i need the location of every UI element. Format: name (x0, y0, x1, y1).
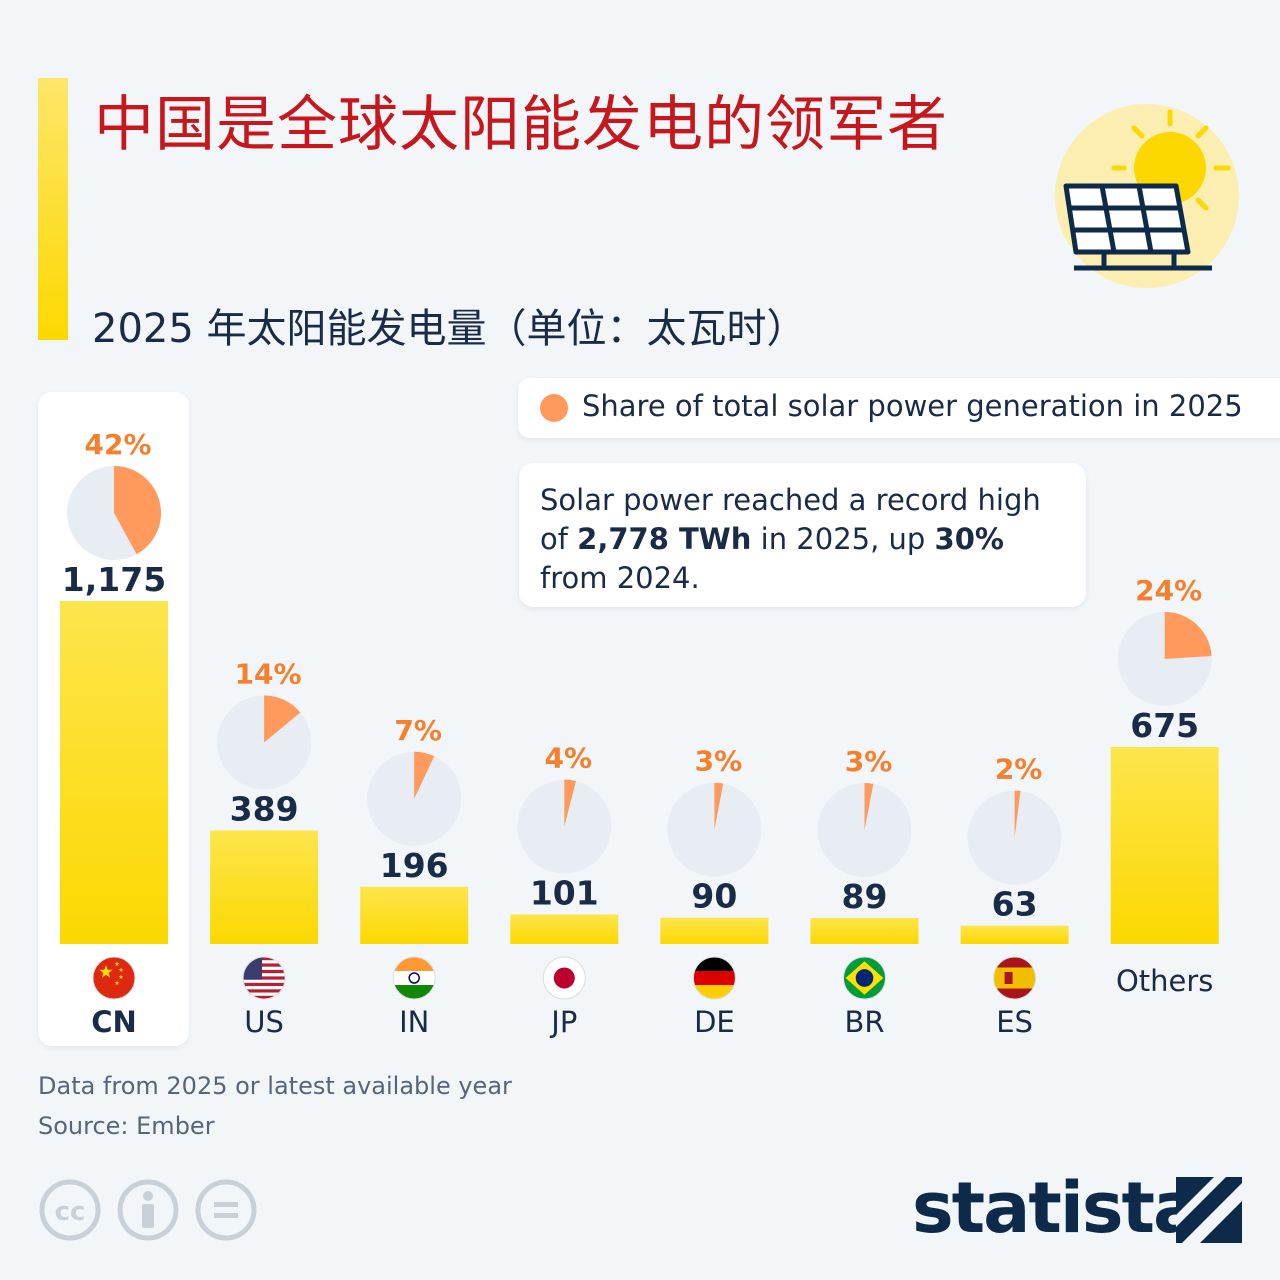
note-text-1: Solar power reached a record high of (540, 483, 1041, 556)
cc-icon: cc (39, 1179, 101, 1241)
value-label-others: 675 (1130, 706, 1199, 745)
legend: Share of total solar power generation in… (518, 378, 1280, 438)
bar-us (210, 830, 319, 944)
share-label-jp: 4% (545, 742, 593, 775)
svg-text:cc: cc (55, 1197, 86, 1227)
share-label-de: 3% (695, 745, 743, 778)
footnote-data-note: Data from 2025 or latest available year (38, 1072, 512, 1100)
legend-swatch (540, 394, 568, 422)
legend-label: Share of total solar power generation in… (582, 389, 1243, 423)
china-flag-icon (92, 956, 136, 1000)
attribution-icon (117, 1179, 179, 1241)
bar-es (960, 925, 1069, 944)
category-label-de: DE (694, 1005, 735, 1039)
category-label-cn: CN (91, 1005, 137, 1039)
share-label-in: 7% (394, 714, 442, 747)
pie-slice-others (1164, 611, 1212, 659)
spain-flag-icon (993, 956, 1037, 1000)
footnote: Data from 2025 or latest available year … (38, 1066, 512, 1146)
note-total: 2,778 TWh (577, 522, 752, 556)
bar-jp (510, 914, 619, 944)
value-label-de: 90 (691, 877, 737, 916)
germany-flag-icon (692, 956, 736, 1000)
india-flag-icon (392, 956, 436, 1000)
usa-flag-icon (242, 956, 286, 1000)
note-text-3: from 2024. (540, 561, 700, 595)
bar-others (1110, 746, 1219, 944)
statista-logo-icon (1176, 1177, 1242, 1243)
category-label-br: BR (844, 1005, 884, 1039)
note-text-2: in 2025, up (751, 522, 935, 556)
bar-in (360, 886, 469, 944)
solar-panel-sun-icon (1055, 104, 1239, 288)
license-icons: cc (39, 1179, 257, 1241)
pie-slice-in (414, 751, 435, 799)
bar-de (660, 917, 769, 944)
japan-flag-icon (542, 956, 586, 1000)
bar-br (810, 918, 919, 944)
share-label-us: 14% (235, 657, 302, 690)
annotation-note: Solar power reached a record high of 2,7… (519, 463, 1086, 607)
share-label-cn: 42% (84, 428, 151, 461)
pie-slice-br (864, 783, 874, 831)
value-label-br: 89 (842, 877, 888, 916)
value-label-us: 389 (230, 789, 299, 828)
share-label-others: 24% (1135, 574, 1202, 607)
chart-title: 中国是全球太阳能发电的领军者 (94, 90, 948, 160)
value-label-cn: 1,175 (62, 560, 166, 599)
share-label-es: 2% (995, 753, 1043, 786)
pie-slice-us (264, 695, 301, 743)
category-label-us: US (244, 1005, 284, 1039)
pie-slice-es (1014, 790, 1021, 838)
pie-slice-jp (564, 779, 576, 827)
accent-bar (38, 78, 68, 340)
chart-subtitle: 2025 年太阳能发电量（单位：太瓦时） (92, 306, 807, 352)
share-label-br: 3% (845, 745, 893, 778)
category-label-es: ES (996, 1005, 1033, 1039)
value-label-jp: 101 (530, 874, 599, 913)
pie-slice-cn (114, 466, 162, 555)
pie-slice-de (714, 782, 724, 830)
value-label-in: 196 (380, 846, 449, 885)
brazil-flag-icon (843, 956, 886, 1000)
footnote-source: Source: Ember (38, 1112, 215, 1140)
category-label-in: IN (399, 1005, 429, 1039)
no-derivatives-icon (195, 1179, 257, 1241)
value-label-es: 63 (992, 885, 1038, 924)
bar-cn (60, 601, 168, 944)
category-label-jp: JP (549, 1005, 577, 1039)
brand-logo-text: statista (912, 1167, 1200, 1249)
category-label-others: Others (1116, 964, 1213, 998)
note-growth: 30% (934, 522, 1004, 556)
